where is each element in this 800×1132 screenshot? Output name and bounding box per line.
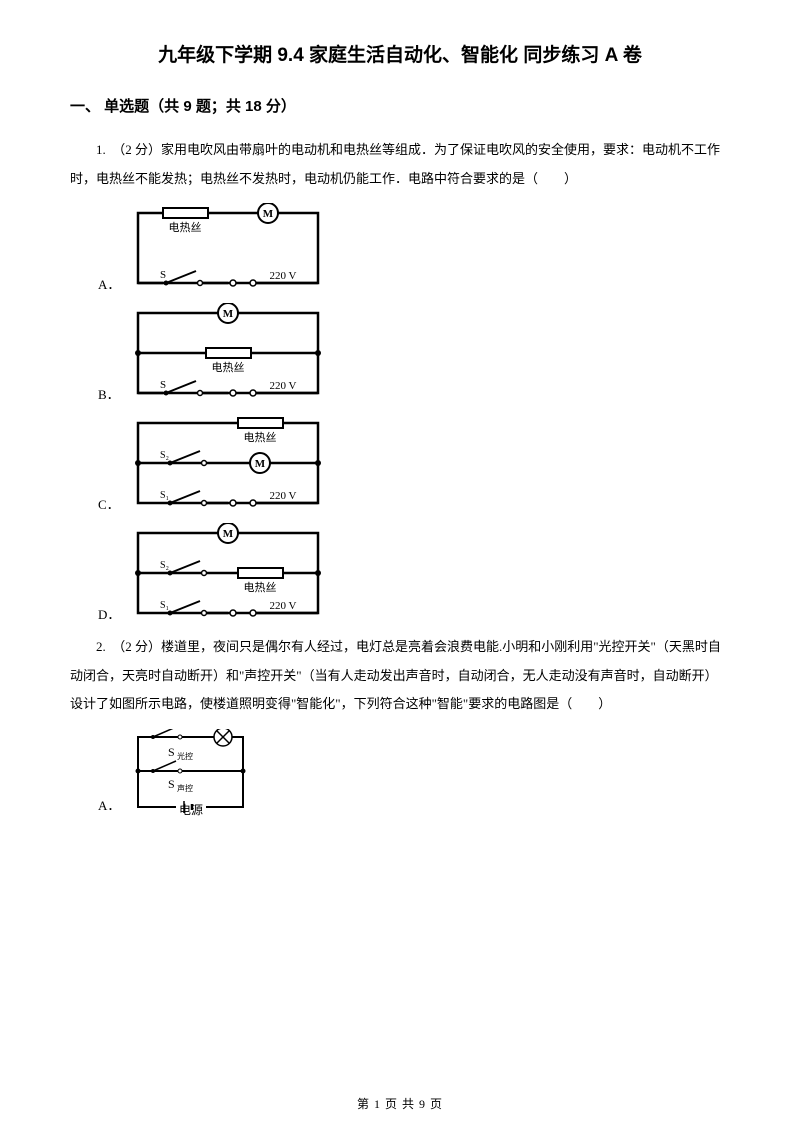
option-label-a: A． bbox=[98, 274, 120, 298]
svg-text:M: M bbox=[254, 458, 265, 470]
question-2-text: 2. （2 分）楼道里，夜间只是偶尔有人经过，电灯总是亮着会浪费电能.小明和小刚… bbox=[70, 633, 730, 719]
q1-option-c: C． 电热丝 S₂ M S₁ 220 V bbox=[98, 413, 730, 518]
svg-text:声控: 声控 bbox=[177, 783, 193, 793]
circuit-diagram-a: 电热丝 M S 220 V bbox=[128, 203, 328, 298]
svg-text:M: M bbox=[222, 308, 233, 320]
svg-text:S₁: S₁ bbox=[160, 490, 169, 501]
circuit-diagram-d: M S₂ 电热丝 S₁ 220 V bbox=[128, 523, 328, 628]
svg-text:220 V: 220 V bbox=[269, 490, 296, 502]
q2-circuit-diagram-a: S 光控 S 声控 电源 bbox=[128, 729, 258, 819]
svg-text:S₂: S₂ bbox=[160, 560, 169, 571]
footer-suffix: 页 bbox=[430, 1097, 443, 1111]
q1-option-d: D． M S₂ 电热丝 S₁ 220 V bbox=[98, 523, 730, 628]
q2-option-label-a: A． bbox=[98, 795, 120, 819]
q1-option-b: B． M 电热丝 S 220 V bbox=[98, 303, 730, 408]
q2-option-a: A． S 光控 S 声控 电源 bbox=[98, 729, 730, 819]
svg-text:220 V: 220 V bbox=[270, 270, 297, 282]
svg-text:S: S bbox=[168, 777, 175, 791]
svg-text:电热丝: 电热丝 bbox=[169, 221, 202, 234]
svg-text:M: M bbox=[263, 208, 274, 220]
svg-text:S: S bbox=[160, 379, 166, 391]
svg-text:电热丝: 电热丝 bbox=[211, 361, 244, 374]
option-label-d: D． bbox=[98, 604, 120, 628]
svg-text:光控: 光控 bbox=[177, 751, 193, 761]
circuit-diagram-b: M 电热丝 S 220 V bbox=[128, 303, 328, 408]
footer-current-page: 1 bbox=[374, 1097, 381, 1111]
svg-text:M: M bbox=[223, 528, 234, 540]
svg-text:电热丝: 电热丝 bbox=[243, 431, 276, 444]
q1-option-a: A． 电热丝 M S 220 V bbox=[98, 203, 730, 298]
circuit-diagram-c: 电热丝 S₂ M S₁ 220 V bbox=[128, 413, 328, 518]
svg-text:S: S bbox=[168, 745, 175, 759]
footer-prefix: 第 bbox=[357, 1097, 370, 1111]
page-title: 九年级下学期 9.4 家庭生活自动化、智能化 同步练习 A 卷 bbox=[70, 40, 730, 67]
svg-text:S₂: S₂ bbox=[160, 450, 169, 461]
question-1-text: 1. （2 分）家用电吹风由带扇叶的电动机和电热丝等组成．为了保证电吹风的安全使… bbox=[70, 136, 730, 193]
svg-text:S: S bbox=[160, 269, 166, 281]
svg-text:电热丝: 电热丝 bbox=[244, 581, 277, 594]
footer-mid: 页 共 bbox=[385, 1097, 415, 1111]
option-label-b: B． bbox=[98, 384, 120, 408]
svg-text:220 V: 220 V bbox=[269, 380, 296, 392]
section-heading: 一、 单选题（共 9 题；共 18 分） bbox=[70, 95, 730, 116]
svg-text:220 V: 220 V bbox=[270, 600, 297, 612]
svg-text:S₁: S₁ bbox=[160, 600, 169, 611]
footer-total-pages: 9 bbox=[419, 1097, 426, 1111]
option-label-c: C． bbox=[98, 494, 120, 518]
page-footer: 第 1 页 共 9 页 bbox=[0, 1095, 800, 1112]
